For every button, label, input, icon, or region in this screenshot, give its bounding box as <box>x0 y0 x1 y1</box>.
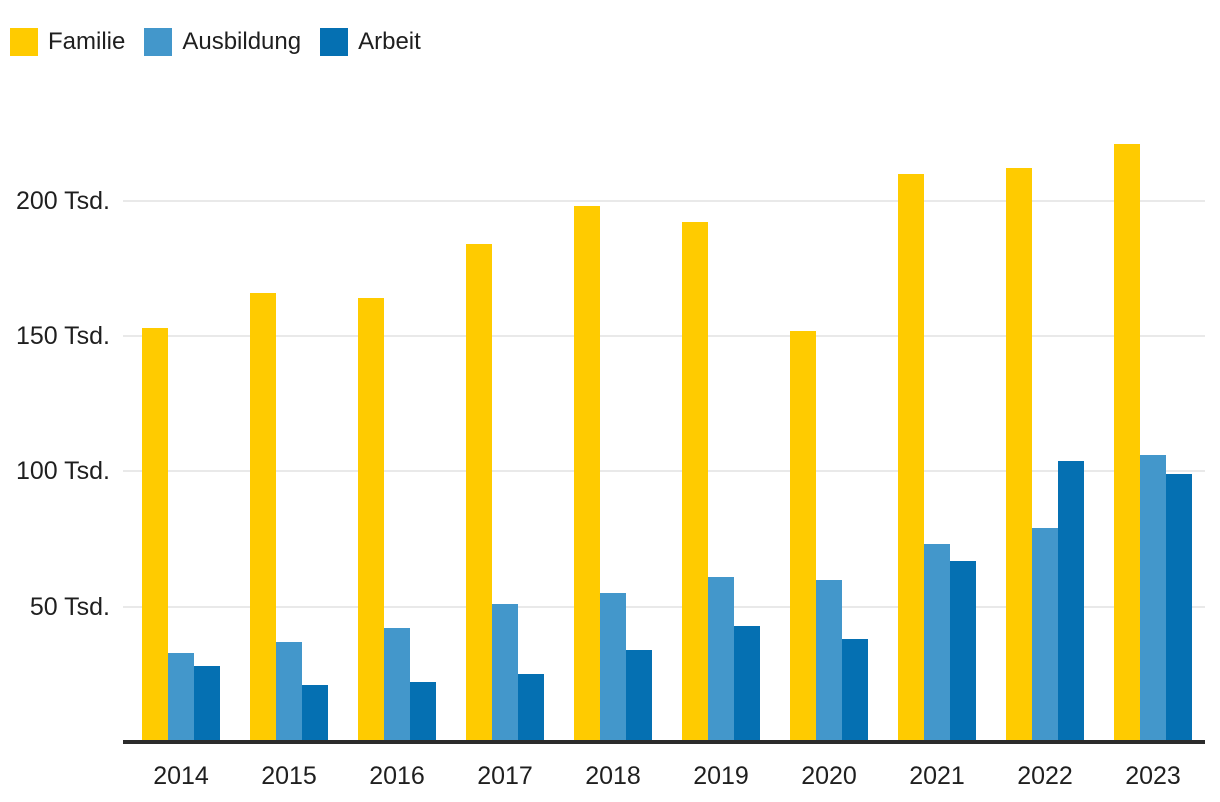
legend-label: Familie <box>48 28 126 55</box>
bar-arbeit-2017 <box>518 674 544 742</box>
x-tick-label: 2021 <box>909 762 965 790</box>
bar-familie-2015 <box>250 292 276 742</box>
bar-ausbildung-2021 <box>924 544 950 742</box>
bar-familie-2019 <box>682 222 708 742</box>
bar-arbeit-2020 <box>842 639 868 742</box>
bar-ausbildung-2022 <box>1032 528 1058 742</box>
x-tick-label: 2014 <box>153 762 209 790</box>
x-tick-label: 2018 <box>585 762 641 790</box>
y-tick-label: 50 Tsd. <box>29 592 110 621</box>
y-tick-label: 100 Tsd. <box>15 457 110 486</box>
bar-familie-2023 <box>1114 143 1140 742</box>
bar-arbeit-2023 <box>1166 474 1192 742</box>
legend-item-familie: Familie <box>10 28 125 56</box>
legend-item-arbeit: Arbeit <box>320 28 421 56</box>
bar-ausbildung-2019 <box>708 576 734 742</box>
bar-arbeit-2022 <box>1058 460 1084 742</box>
gridline <box>123 605 1205 608</box>
bar-arbeit-2016 <box>410 682 436 742</box>
bar-arbeit-2018 <box>626 649 652 742</box>
x-tick-label: 2015 <box>261 762 317 790</box>
gridline <box>123 470 1205 473</box>
legend-label: Arbeit <box>358 28 421 55</box>
x-tick-label: 2022 <box>1017 762 1073 790</box>
legend-swatch-arbeit <box>320 28 349 56</box>
bar-arbeit-2021 <box>950 560 976 742</box>
bar-ausbildung-2015 <box>276 641 302 742</box>
bar-ausbildung-2020 <box>816 579 842 742</box>
gridline <box>123 199 1205 202</box>
bar-arbeit-2014 <box>194 666 220 742</box>
legend-swatch-familie <box>10 28 38 56</box>
bar-familie-2016 <box>358 298 384 742</box>
legend-item-ausbildung: Ausbildung <box>144 28 301 56</box>
bar-ausbildung-2017 <box>492 603 518 742</box>
x-tick-label: 2023 <box>1125 762 1181 790</box>
y-tick-label: 200 Tsd. <box>15 186 110 215</box>
legend-swatch-ausbildung <box>144 28 173 56</box>
bar-ausbildung-2014 <box>168 652 194 742</box>
bar-ausbildung-2016 <box>384 628 410 742</box>
x-tick-label: 2019 <box>693 762 749 790</box>
x-tick-label: 2020 <box>801 762 857 790</box>
x-axis-line <box>123 740 1205 744</box>
legend-label: Ausbildung <box>182 28 302 55</box>
x-tick-label: 2016 <box>369 762 425 790</box>
bar-familie-2017 <box>466 244 492 742</box>
gridline <box>123 335 1205 338</box>
bar-familie-2018 <box>574 206 600 742</box>
bar-ausbildung-2023 <box>1140 455 1166 742</box>
x-tick-label: 2017 <box>477 762 533 790</box>
y-tick-label: 150 Tsd. <box>15 322 110 351</box>
bar-arbeit-2015 <box>302 685 328 742</box>
bar-familie-2022 <box>1006 168 1032 742</box>
chart-legend: Familie Ausbildung Arbeit <box>10 28 421 56</box>
bar-familie-2014 <box>142 327 168 742</box>
bar-familie-2020 <box>790 330 816 742</box>
bar-ausbildung-2018 <box>600 593 626 742</box>
bar-familie-2021 <box>898 173 924 742</box>
bar-arbeit-2019 <box>734 625 760 742</box>
